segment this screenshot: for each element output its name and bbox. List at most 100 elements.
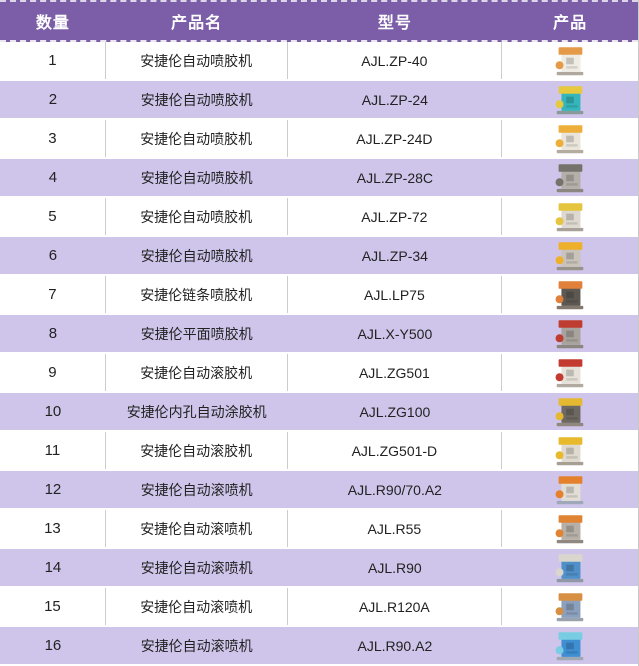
quantity-cell: 11 — [0, 432, 106, 469]
product-name-value: 安捷伦自动滚喷机 — [140, 481, 253, 498]
quantity-cell: 13 — [0, 510, 106, 547]
model-cell: AJL.ZP-24D — [288, 120, 503, 157]
model-value: AJL.ZP-24D — [356, 130, 433, 147]
product-image-cell — [502, 393, 638, 430]
model-value: AJL.R90/70.A2 — [347, 481, 442, 498]
quantity-cell: 10 — [0, 393, 106, 430]
product-name-value: 安捷伦自动喷胶机 — [140, 52, 253, 69]
machine-photo-icon — [555, 632, 584, 661]
quantity-cell: 14 — [0, 549, 106, 586]
product-name-cell: 安捷伦自动喷胶机 — [106, 81, 288, 118]
machine-photo-icon — [555, 47, 584, 76]
model-cell: AJL.ZP-28C — [288, 159, 503, 196]
product-name-cell: 安捷伦自动喷胶机 — [106, 42, 288, 79]
quantity-value: 11 — [44, 442, 61, 459]
machine-photo-icon — [555, 476, 584, 505]
model-value: AJL.R90 — [368, 559, 422, 576]
machine-photo-icon — [555, 86, 584, 115]
quantity-cell: 7 — [0, 276, 106, 313]
product-name-value: 安捷伦自动滚喷机 — [140, 559, 253, 576]
product-name-cell: 安捷伦内孔自动涂胶机 — [106, 393, 288, 430]
product-name-value: 安捷伦自动滚喷机 — [140, 598, 253, 615]
product-image-cell — [502, 354, 638, 391]
quantity-value: 2 — [48, 91, 58, 108]
header-cell-product: 产品 — [553, 15, 588, 32]
quantity-cell: 16 — [0, 627, 106, 664]
quantity-value: 12 — [44, 481, 62, 498]
product-name-value: 安捷伦自动喷胶机 — [140, 208, 253, 225]
table-row: 6 安捷伦自动喷胶机 AJL.ZP-34 — [0, 237, 638, 276]
quantity-cell: 1 — [0, 42, 106, 79]
product-image-cell — [502, 549, 638, 586]
product-name-cell: 安捷伦自动喷胶机 — [106, 120, 288, 157]
quantity-value: 6 — [48, 247, 58, 264]
machine-photo-icon — [555, 515, 584, 544]
product-name-value: 安捷伦自动滚胶机 — [140, 442, 253, 459]
product-image-cell — [502, 588, 638, 625]
quantity-value: 4 — [48, 169, 58, 186]
machine-photo-icon — [555, 554, 584, 583]
product-name-cell: 安捷伦自动滚胶机 — [106, 354, 288, 391]
product-name-cell: 安捷伦自动滚喷机 — [106, 549, 288, 586]
product-name-cell: 安捷伦自动喷胶机 — [106, 198, 288, 235]
model-value: AJL.ZP-24 — [361, 91, 428, 108]
quantity-value: 7 — [48, 286, 57, 303]
quantity-cell: 3 — [0, 120, 106, 157]
table-row: 14 安捷伦自动滚喷机 AJL.R90 — [0, 549, 638, 588]
product-name-value: 安捷伦自动喷胶机 — [140, 130, 253, 147]
model-cell: AJL.R90/70.A2 — [288, 471, 503, 508]
table-row: 2 安捷伦自动喷胶机 AJL.ZP-24 — [0, 81, 638, 120]
machine-photo-icon — [555, 320, 584, 349]
product-image-cell — [502, 42, 638, 79]
product-name-value: 安捷伦内孔自动涂胶机 — [126, 403, 267, 420]
quantity-cell: 4 — [0, 159, 106, 196]
quantity-value: 9 — [48, 364, 57, 381]
header-cell-quantity: 数量 — [35, 15, 70, 32]
product-name-cell: 安捷伦自动喷胶机 — [106, 237, 288, 274]
model-cell: AJL.ZP-40 — [288, 42, 503, 79]
model-value: AJL.ZG501-D — [351, 442, 438, 459]
model-cell: AJL.ZG100 — [288, 393, 503, 430]
product-name-cell: 安捷伦链条喷胶机 — [106, 276, 288, 313]
machine-photo-icon — [555, 281, 584, 310]
product-image-cell — [502, 198, 638, 235]
table-row: 11 安捷伦自动滚胶机 AJL.ZG501-D — [0, 432, 638, 471]
quantity-cell: 15 — [0, 588, 106, 625]
product-name-cell: 安捷伦自动喷胶机 — [106, 159, 288, 196]
table-row: 8 安捷伦平面喷胶机 AJL.X-Y500 — [0, 315, 638, 354]
quantity-value: 1 — [48, 52, 57, 69]
model-value: AJL.ZP-40 — [361, 52, 428, 69]
product-name-value: 安捷伦自动滚胶机 — [140, 364, 253, 381]
table-row: 12 安捷伦自动滚喷机 AJL.R90/70.A2 — [0, 471, 638, 510]
quantity-value: 5 — [48, 208, 57, 225]
quantity-cell: 12 — [0, 471, 106, 508]
table-row: 16 安捷伦自动滚喷机 AJL.R90.A2 — [0, 627, 638, 666]
model-cell: AJL.ZP-34 — [288, 237, 503, 274]
quantity-value: 15 — [44, 598, 61, 615]
product-name-cell: 安捷伦自动滚喷机 — [106, 588, 288, 625]
product-image-cell — [502, 237, 638, 274]
header-cell-product-name: 产品名 — [171, 15, 223, 32]
model-cell: AJL.R90.A2 — [288, 627, 503, 664]
model-cell: AJL.R120A — [288, 588, 503, 625]
model-cell: AJL.R55 — [288, 510, 503, 547]
table-row: 4 安捷伦自动喷胶机 AJL.ZP-28C — [0, 159, 638, 198]
product-name-value: 安捷伦自动滚喷机 — [140, 520, 253, 537]
quantity-value: 14 — [44, 559, 62, 576]
product-name-cell: 安捷伦自动滚喷机 — [106, 471, 288, 508]
model-cell: AJL.R90 — [288, 549, 503, 586]
table-row: 3 安捷伦自动喷胶机 AJL.ZP-24D — [0, 120, 638, 159]
table-body: 1 安捷伦自动喷胶机 AJL.ZP-40 2 安捷伦自动喷胶机 AJL.ZP-2… — [0, 42, 638, 666]
product-image-cell — [502, 627, 638, 664]
table-row: 13 安捷伦自动滚喷机 AJL.R55 — [0, 510, 638, 549]
machine-photo-icon — [555, 437, 584, 466]
quantity-value: 8 — [48, 325, 58, 342]
product-name-value: 安捷伦平面喷胶机 — [140, 325, 253, 342]
quantity-cell: 8 — [0, 315, 106, 352]
header-cell-model: 型号 — [377, 15, 412, 32]
product-name-value: 安捷伦自动喷胶机 — [140, 91, 253, 108]
quantity-cell: 2 — [0, 81, 106, 118]
quantity-value: 10 — [44, 403, 62, 420]
model-cell: AJL.ZP-24 — [288, 81, 503, 118]
model-value: AJL.X-Y500 — [357, 325, 433, 342]
